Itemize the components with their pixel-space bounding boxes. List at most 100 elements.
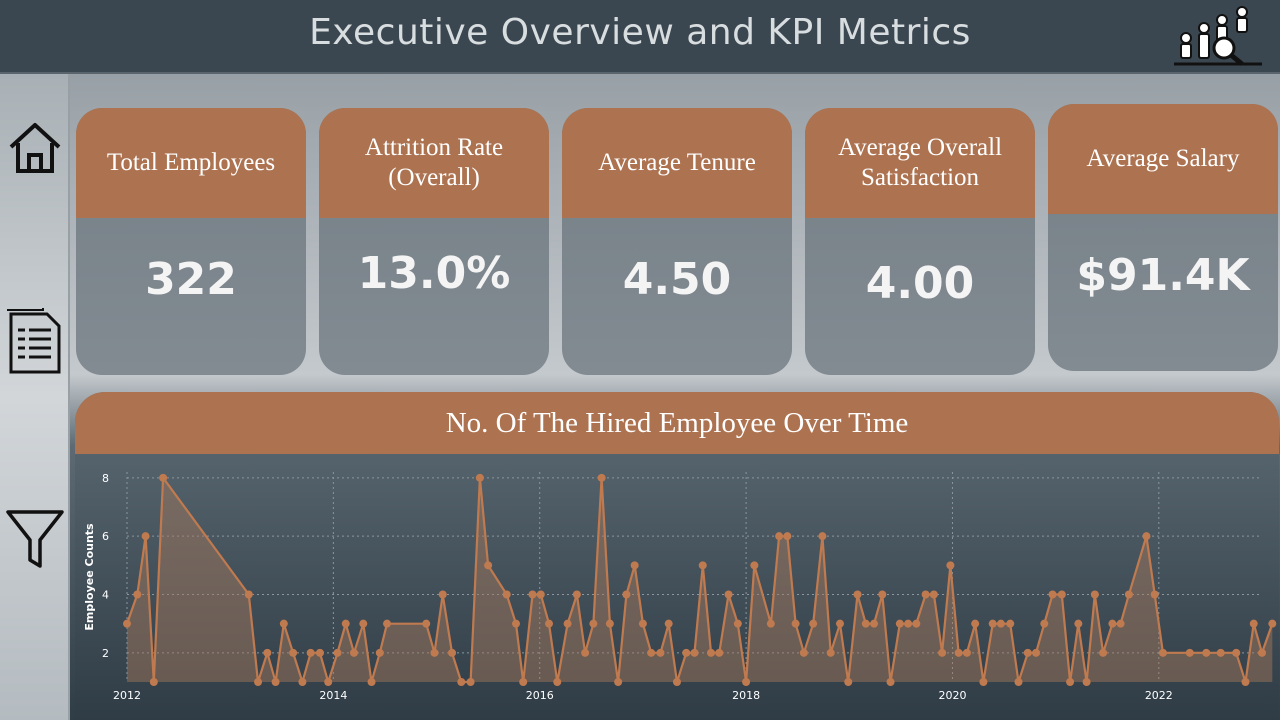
x-tick-label: 2020: [938, 689, 966, 702]
report-button[interactable]: [4, 306, 66, 376]
x-tick-label: 2014: [319, 689, 347, 702]
data-point: [690, 648, 699, 657]
data-point: [996, 619, 1005, 628]
data-point: [1090, 590, 1099, 599]
document-icon: [7, 308, 61, 374]
data-point: [818, 532, 827, 541]
data-point: [375, 648, 384, 657]
data-point: [528, 590, 537, 599]
data-point: [988, 619, 997, 628]
data-point: [324, 678, 333, 686]
data-point: [630, 561, 639, 570]
data-point: [861, 619, 870, 628]
data-point: [141, 532, 150, 541]
data-point: [733, 619, 742, 628]
home-button[interactable]: [4, 112, 66, 182]
data-point: [298, 678, 307, 686]
data-point: [536, 590, 545, 599]
data-point: [572, 590, 581, 599]
data-point: [1023, 648, 1032, 657]
page-title: Executive Overview and KPI Metrics: [309, 12, 971, 53]
data-point: [707, 648, 716, 657]
kpi-value: 13.0%: [357, 248, 511, 299]
data-point: [742, 678, 751, 686]
data-point: [766, 619, 775, 628]
data-point: [448, 648, 457, 657]
y-tick-label: 2: [102, 647, 109, 660]
data-point: [1006, 619, 1015, 628]
data-point: [979, 678, 988, 686]
data-point: [553, 678, 562, 686]
data-point: [912, 619, 921, 628]
y-tick-label: 8: [102, 472, 109, 485]
data-point: [1185, 648, 1194, 657]
data-point: [895, 619, 904, 628]
data-point: [664, 619, 673, 628]
data-point: [279, 619, 288, 628]
data-point: [123, 619, 131, 628]
data-point: [383, 619, 392, 628]
data-point: [1249, 619, 1258, 628]
kpi-label: Average Salary: [1048, 104, 1278, 214]
data-point: [783, 532, 792, 541]
data-point: [359, 619, 368, 628]
kpi-card-average-salary: Average Salary $91.4K: [1048, 104, 1278, 371]
y-tick-label: 4: [102, 589, 109, 602]
data-point: [826, 648, 835, 657]
data-point: [878, 590, 887, 599]
kpi-label: Attrition Rate (Overall): [319, 108, 549, 218]
filter-button[interactable]: [4, 504, 66, 574]
data-point: [1142, 532, 1151, 541]
kpi-value: 322: [145, 254, 237, 305]
kpi-label: Average Overall Satisfaction: [805, 108, 1035, 218]
data-point: [430, 648, 439, 657]
kpi-card-attrition-rate: Attrition Rate (Overall) 13.0%: [319, 108, 549, 375]
data-point: [133, 590, 142, 599]
data-point: [921, 590, 930, 599]
data-point: [1057, 590, 1066, 599]
data-point: [581, 648, 590, 657]
kpi-card-average-satisfaction: Average Overall Satisfaction 4.00: [805, 108, 1035, 375]
data-point: [306, 648, 315, 657]
filter-icon: [6, 510, 64, 568]
data-point: [457, 678, 466, 686]
data-point: [775, 532, 784, 541]
data-point: [1014, 678, 1023, 686]
series-line: [125, 476, 1274, 684]
data-point: [597, 473, 606, 482]
data-point: [971, 619, 980, 628]
home-icon: [9, 123, 61, 173]
data-point: [1099, 648, 1108, 657]
analytics-people-icon: [1174, 6, 1262, 66]
x-tick-label: 2018: [732, 689, 760, 702]
data-point: [519, 678, 528, 686]
data-point: [656, 648, 665, 657]
data-point: [962, 648, 971, 657]
data-point: [1066, 678, 1075, 686]
kpi-label: Average Tenure: [562, 108, 792, 218]
data-point: [263, 648, 272, 657]
data-point: [724, 590, 733, 599]
data-point: [622, 590, 631, 599]
data-point: [466, 678, 475, 686]
x-tick-label: 2016: [526, 689, 554, 702]
data-point: [605, 619, 614, 628]
data-point: [589, 619, 598, 628]
kpi-value: $91.4K: [1076, 250, 1250, 301]
x-tick-label: 2022: [1145, 689, 1173, 702]
data-point: [799, 648, 808, 657]
data-point: [954, 648, 963, 657]
data-point: [1124, 590, 1133, 599]
data-point: [647, 648, 656, 657]
kpi-card-total-employees: Total Employees 322: [76, 108, 306, 375]
data-point: [271, 678, 280, 686]
data-point: [244, 590, 253, 599]
data-point: [638, 619, 647, 628]
y-tick-label: 6: [102, 530, 109, 543]
data-point: [1268, 619, 1277, 628]
data-point: [159, 473, 168, 482]
data-point: [715, 648, 724, 657]
data-point: [350, 648, 358, 657]
data-point: [809, 619, 818, 628]
data-point: [1258, 648, 1266, 657]
